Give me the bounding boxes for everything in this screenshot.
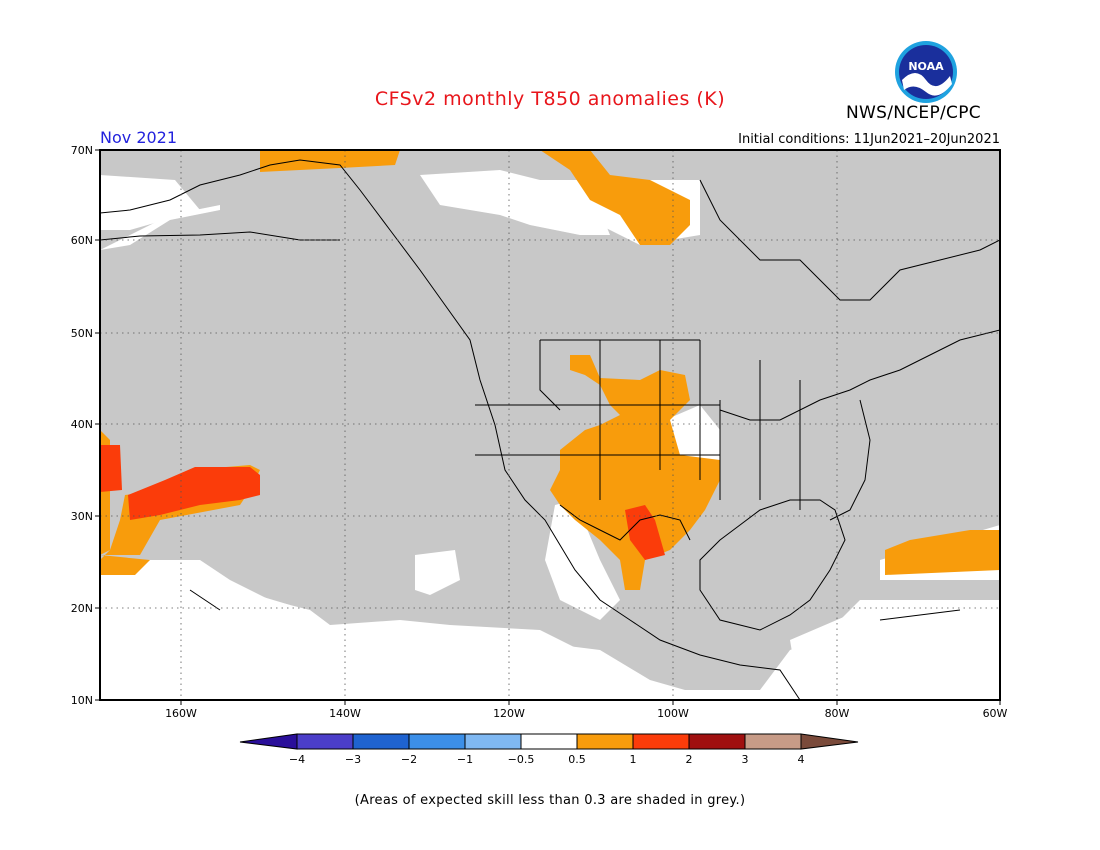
- colorbar-cell: [576, 733, 634, 750]
- skill-footnote: (Areas of expected skill less than 0.3 a…: [354, 793, 746, 808]
- lat-label: 50N: [71, 327, 93, 340]
- lat-label: 10N: [71, 694, 93, 707]
- colorbar-left-arrow: [239, 733, 298, 750]
- chart-title: CFSv2 monthly T850 anomalies (K): [374, 88, 726, 110]
- colorbar-cell: [744, 733, 802, 750]
- colorbar-cell: [352, 733, 410, 750]
- colorbar-label: −0.5: [508, 753, 535, 766]
- colorbar-label: 0.5: [568, 753, 586, 766]
- lat-label: 40N: [71, 418, 93, 431]
- lon-label: 160W: [165, 707, 197, 720]
- colorbar-right-arrow: [800, 733, 859, 750]
- anomaly-1-to-2: [100, 445, 665, 560]
- colorbar-cell: [296, 733, 354, 750]
- lat-label: 70N: [71, 144, 93, 157]
- lon-label: 120W: [493, 707, 525, 720]
- colorbar-label: −1: [457, 753, 473, 766]
- colorbar: −4 −3 −2 −1 −0.5 0.5 1 2 3 4: [239, 733, 859, 766]
- colorbar-label: 4: [798, 753, 805, 766]
- lat-label: 60N: [71, 234, 93, 247]
- colorbar-cell: [464, 733, 522, 750]
- colorbar-label: −2: [401, 753, 417, 766]
- lon-label: 100W: [657, 707, 689, 720]
- colorbar-label: 3: [742, 753, 749, 766]
- colorbar-label: 1: [630, 753, 637, 766]
- map-frame: [99, 149, 1001, 701]
- lat-label: 30N: [71, 510, 93, 523]
- gridlines: [100, 150, 1000, 700]
- lon-label: 60W: [983, 707, 1008, 720]
- low-skill-shading: [100, 150, 1000, 690]
- colorbar-label: −4: [289, 753, 305, 766]
- colorbar-label: 2: [686, 753, 693, 766]
- neutral-areas: [100, 170, 1000, 700]
- valid-month-label: Nov 2021: [100, 128, 178, 147]
- lat-label: 20N: [71, 602, 93, 615]
- lon-axis: 160W 140W 120W 100W 80W 60W: [165, 700, 1008, 720]
- lon-label: 140W: [329, 707, 361, 720]
- lat-axis: 70N 60N 50N 40N 30N 20N 10N: [71, 144, 100, 707]
- colorbar-cell: [520, 733, 578, 750]
- initial-conditions-label: Initial conditions: 11Jun2021–20Jun2021: [738, 132, 1000, 147]
- noaa-logo: NOAA: [895, 41, 957, 103]
- colorbar-cell: [688, 733, 746, 750]
- coastlines: [100, 159, 1000, 700]
- lon-label: 80W: [825, 707, 850, 720]
- colorbar-label: −3: [345, 753, 361, 766]
- colorbar-cell: [408, 733, 466, 750]
- colorbar-cell: [632, 733, 690, 750]
- agency-label: NWS/NCEP/CPC: [846, 103, 981, 123]
- logo-text: NOAA: [908, 60, 944, 73]
